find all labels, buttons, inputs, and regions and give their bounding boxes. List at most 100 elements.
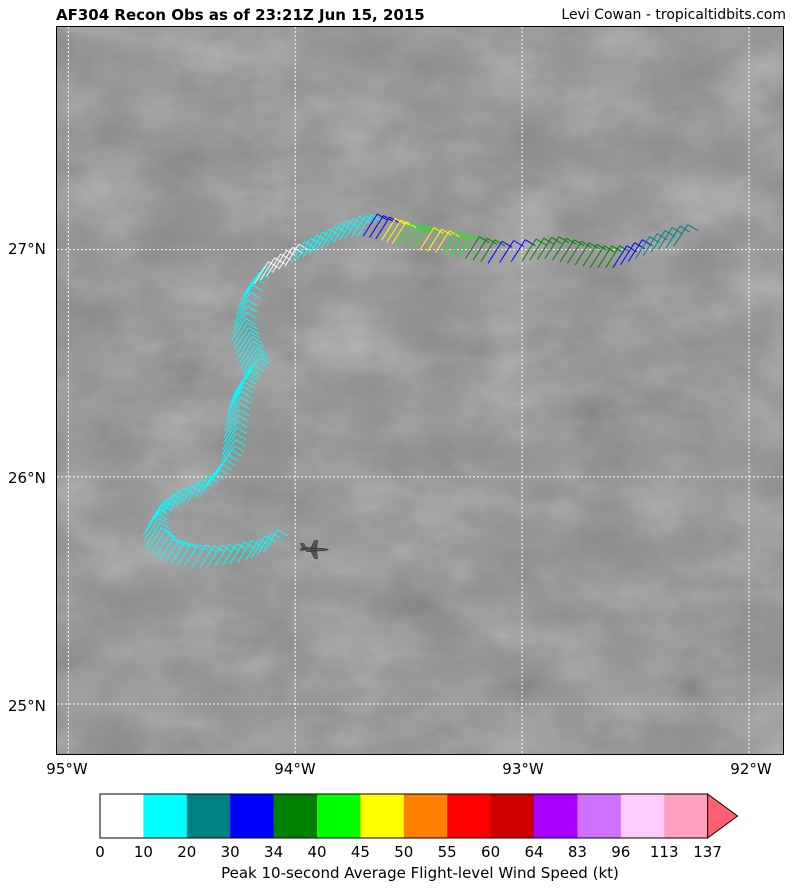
wind-barb — [256, 532, 282, 556]
wind-barb — [567, 240, 592, 264]
wind-barb — [234, 327, 259, 350]
colorbar-segment — [143, 794, 188, 838]
wind-barb — [229, 541, 255, 565]
lon-label-93: 93°W — [502, 760, 544, 778]
recon-map[interactable] — [56, 26, 784, 755]
lat-label-27: 27°N — [8, 240, 46, 258]
satellite-texture — [57, 27, 783, 754]
wind-barb — [250, 535, 276, 559]
wind-barb — [435, 230, 460, 254]
wind-barb — [237, 336, 262, 359]
wind-barb — [396, 222, 422, 246]
colorbar-frame — [99, 793, 709, 839]
colorbar-segment — [317, 794, 361, 838]
credit-text: Levi Cowan - tropicaltidbits.com — [561, 7, 786, 23]
wind-barb — [229, 381, 255, 405]
wind-barb — [221, 432, 247, 456]
wind-barb — [191, 544, 217, 568]
wind-barb — [449, 233, 475, 257]
colorbar-tick-label: 30 — [220, 843, 240, 861]
wind-barb — [278, 246, 303, 270]
wind-barb — [241, 348, 267, 372]
colorbar-segment — [100, 794, 144, 838]
wind-barb — [302, 234, 328, 258]
wind-barb — [154, 534, 180, 558]
colorbar-tick-label: 34 — [264, 843, 284, 861]
colorbar-title: Peak 10-second Average Flight-level Wind… — [221, 864, 619, 882]
wind-barb — [472, 237, 498, 261]
wind-barb — [238, 364, 264, 387]
colorbar — [99, 793, 739, 839]
wind-barb — [272, 249, 297, 273]
lon-label-95: 95°W — [46, 760, 88, 778]
colorbar-segment — [620, 794, 665, 838]
colorbar-tick-label: 83 — [567, 843, 587, 861]
lon-label-92: 92°W — [730, 760, 772, 778]
wind-barb — [559, 239, 585, 263]
wind-barb — [199, 545, 225, 568]
colorbar-tick-label: 113 — [649, 843, 679, 861]
wind-barb — [224, 408, 250, 432]
colorbar-tick-label: 137 — [693, 843, 722, 861]
wind-barb — [225, 402, 250, 426]
colorbar-tick-label: 64 — [524, 843, 544, 861]
wind-barb — [244, 356, 270, 380]
wind-barb — [480, 239, 506, 263]
wind-barb — [187, 478, 213, 502]
colorbar-tick-label: 60 — [481, 843, 501, 861]
wind-barb — [357, 214, 382, 238]
wind-barb — [544, 236, 570, 259]
wind-barb — [145, 522, 171, 546]
wind-barb — [184, 543, 209, 567]
wind-barb — [175, 484, 201, 508]
map-title: AF304 Recon Obs as of 23:21Z Jun 15, 201… — [56, 6, 425, 24]
airplane-icon — [300, 540, 329, 559]
wind-barb — [222, 427, 247, 450]
wind-barb — [464, 236, 490, 259]
colorbar-tick-label: 40 — [307, 843, 327, 861]
lon-label-94: 94°W — [274, 760, 316, 778]
wind-barb — [296, 237, 322, 261]
wind-barb — [150, 530, 176, 554]
wind-barb — [237, 540, 262, 563]
wind-barb — [233, 299, 259, 323]
wind-barb — [176, 543, 202, 566]
wind-barb — [222, 420, 248, 444]
wind-barb — [244, 538, 270, 562]
wind-barb — [457, 234, 483, 258]
lat-label-26: 26°N — [8, 469, 46, 487]
map-canvas — [57, 27, 783, 754]
wind-barb — [442, 231, 467, 255]
wind-barb — [597, 245, 623, 269]
wind-barb — [404, 224, 430, 247]
wind-barb — [164, 539, 190, 563]
wind-barb — [158, 538, 184, 562]
wind-barb — [169, 487, 195, 511]
colorbar-tick-label: 0 — [95, 843, 105, 861]
wind-barb — [243, 352, 269, 376]
wind-barb — [142, 513, 168, 537]
wind-barb — [163, 490, 188, 514]
colorbar-segment — [186, 794, 231, 838]
wind-barb — [419, 227, 445, 250]
wind-barb — [510, 239, 536, 262]
wind-barb — [144, 517, 169, 541]
colorbar-tick-label: 10 — [133, 843, 153, 861]
colorbar-tick-label: 20 — [177, 843, 197, 861]
colorbar-segment — [273, 794, 318, 838]
wind-barb — [232, 311, 257, 335]
colorbar-segment — [230, 794, 275, 838]
wind-barb — [220, 439, 246, 462]
colorbar-tick-label: 50 — [394, 843, 414, 861]
colorbar-extend-arrow — [707, 793, 739, 839]
wind-barb — [314, 228, 340, 252]
wind-barb — [263, 529, 288, 553]
wind-barb — [226, 396, 251, 420]
wind-barb — [170, 541, 196, 565]
wind-barb — [589, 245, 615, 269]
wind-barb — [232, 322, 258, 346]
wind-barb — [147, 527, 173, 550]
colorbar-tick-label: 45 — [350, 843, 370, 861]
lat-lon-grid — [57, 27, 783, 754]
colorbar-segment — [360, 794, 405, 838]
